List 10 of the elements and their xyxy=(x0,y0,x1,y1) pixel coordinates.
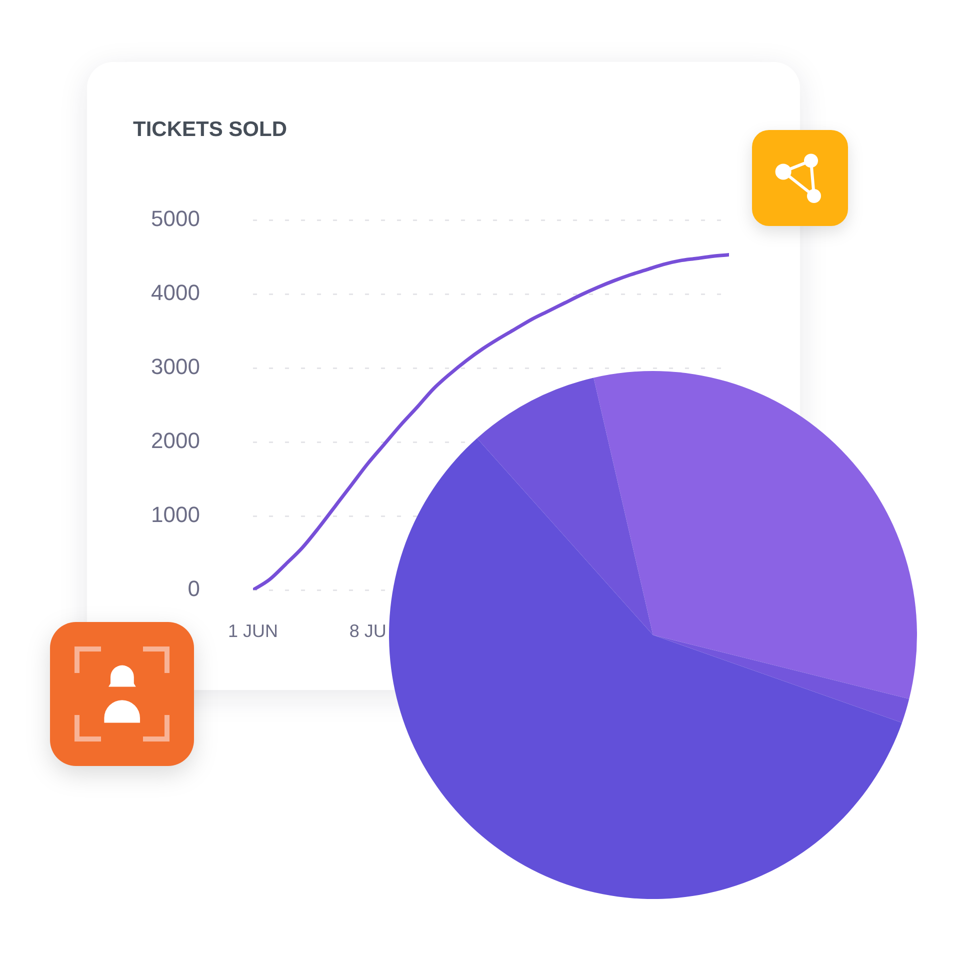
x-tick-label: 1 JUN xyxy=(228,620,278,641)
chart-title: TICKETS SOLD xyxy=(133,118,288,142)
y-tick-label: 2000 xyxy=(151,428,200,454)
y-tick-label: 4000 xyxy=(151,280,200,306)
y-tick-label: 5000 xyxy=(151,206,200,232)
y-tick-label: 1000 xyxy=(151,502,200,528)
line-series xyxy=(253,253,729,590)
x-tick-label: 8 JU xyxy=(349,620,386,641)
y-tick-label: 3000 xyxy=(151,354,200,380)
y-tick-label: 0 xyxy=(188,576,200,602)
